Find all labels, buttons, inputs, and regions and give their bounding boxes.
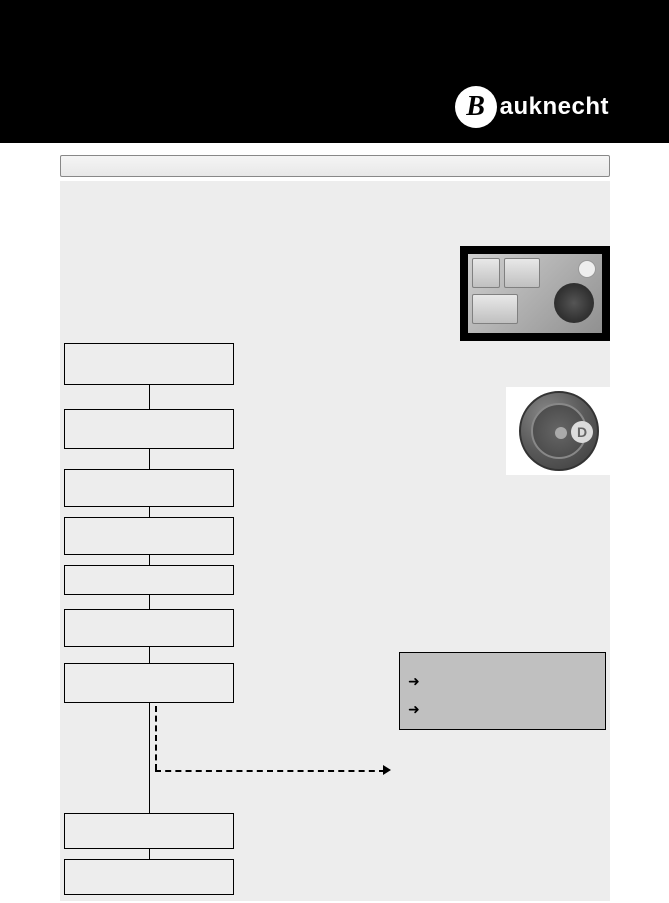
flow-connector bbox=[149, 385, 150, 409]
brand-logo: B auknecht bbox=[455, 86, 609, 128]
flow-step-box bbox=[64, 609, 234, 647]
brand-logo-circle: B bbox=[455, 86, 497, 128]
dial-letter-badge: D bbox=[571, 421, 593, 443]
brand-logo-text: auknecht bbox=[500, 93, 609, 121]
flow-step-box bbox=[64, 409, 234, 449]
flow-step-box bbox=[64, 663, 234, 703]
dispenser-image bbox=[460, 246, 610, 341]
page-header: B auknecht bbox=[0, 0, 669, 143]
arrowhead-icon bbox=[383, 765, 391, 775]
content-area: D ➜ ➜ bbox=[0, 143, 669, 903]
dispenser-compartment bbox=[472, 294, 518, 324]
flow-connector bbox=[149, 555, 150, 565]
dashed-connector-horizontal bbox=[155, 770, 385, 772]
dial-center bbox=[555, 427, 567, 439]
dispenser-compartment bbox=[504, 258, 540, 288]
dispenser-body bbox=[468, 254, 602, 333]
flow-step-box bbox=[64, 859, 234, 895]
flow-connector bbox=[149, 507, 150, 517]
flow-connector bbox=[149, 647, 150, 663]
flow-step-box bbox=[64, 343, 234, 385]
flow-step-box bbox=[64, 517, 234, 555]
flow-step-box bbox=[64, 813, 234, 849]
flow-step-box bbox=[64, 469, 234, 507]
flow-step-box bbox=[64, 565, 234, 595]
dispenser-dial bbox=[554, 283, 594, 323]
flow-connector bbox=[149, 595, 150, 609]
arrow-right-icon: ➜ bbox=[408, 701, 420, 718]
rinse-aid-dial-image: D bbox=[506, 387, 610, 475]
dispenser-compartment bbox=[472, 258, 500, 288]
dispenser-knob bbox=[578, 260, 596, 278]
dial-outer: D bbox=[519, 391, 599, 471]
flow-connector bbox=[149, 449, 150, 469]
arrow-right-icon: ➜ bbox=[408, 673, 420, 690]
title-bar bbox=[60, 155, 610, 177]
dashed-connector-vertical bbox=[155, 706, 157, 770]
flow-connector bbox=[149, 849, 150, 859]
flow-connector bbox=[149, 703, 150, 813]
side-info-box: ➜ ➜ bbox=[399, 652, 606, 730]
